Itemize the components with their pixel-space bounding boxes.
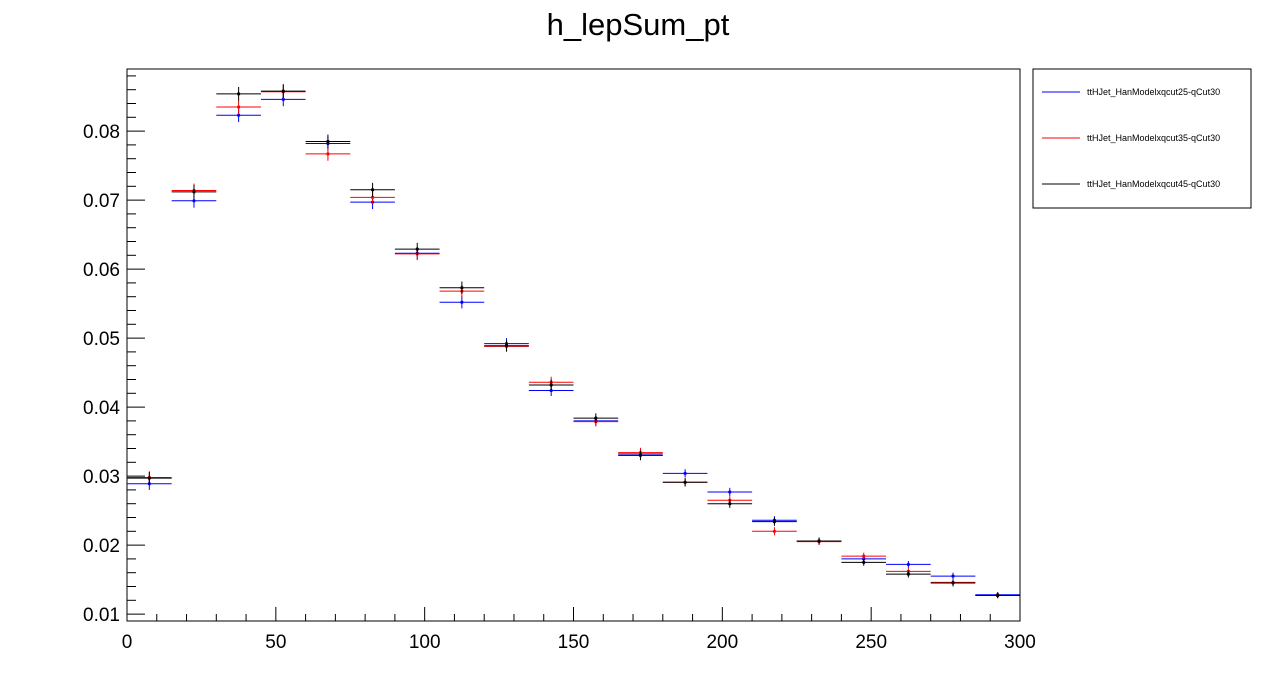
data-point — [147, 476, 151, 480]
legend-label: ttHJet_HanModelxqcut45-qCut30 — [1087, 179, 1220, 189]
data-point — [951, 574, 955, 578]
x-tick-label: 250 — [855, 632, 887, 653]
series-2 — [127, 84, 1020, 599]
legend-label: ttHJet_HanModelxqcut25-qCut30 — [1087, 87, 1220, 97]
data-point — [862, 554, 866, 558]
data-point — [237, 105, 241, 109]
y-tick-label: 0.08 — [83, 122, 120, 143]
data-point — [906, 572, 910, 576]
y-tick-label: 0.03 — [83, 467, 120, 488]
data-point — [817, 539, 821, 543]
data-point — [996, 593, 1000, 598]
plot-frame — [126, 68, 1021, 622]
axes: 0 50 100 150 200 250 300 0.01 0.02 0.03 0.04 0.05 0.… — [83, 75, 1036, 653]
data-point — [281, 97, 285, 101]
data-point — [638, 453, 643, 457]
data-point — [192, 199, 196, 203]
data-point — [237, 92, 241, 96]
data-point — [728, 502, 732, 506]
legend: ttHJet_HanModelxqcut25-qCut30 ttHJet_HanM… — [1032, 68, 1252, 209]
data-point — [772, 529, 777, 533]
x-tick-label: 300 — [1004, 632, 1036, 653]
legend-label: ttHJet_HanModelxqcut35-qCut30 — [1087, 133, 1220, 143]
y-tick-label: 0.05 — [83, 329, 120, 350]
y-tick-label: 0.06 — [83, 260, 120, 281]
data-point — [683, 471, 687, 475]
data-point — [683, 480, 687, 484]
data-point — [594, 416, 598, 420]
data-point — [326, 139, 330, 144]
x-tick-label: 50 — [265, 632, 286, 653]
y-tick-label: 0.02 — [83, 536, 120, 557]
data-point — [862, 560, 866, 564]
data-point — [460, 286, 464, 290]
y-tick-label: 0.04 — [83, 398, 120, 419]
data-point — [326, 152, 330, 156]
x-tick-label: 100 — [409, 632, 441, 653]
data-point — [728, 490, 732, 494]
data-point — [370, 188, 375, 192]
data-point — [460, 300, 464, 304]
data-point — [772, 520, 777, 524]
y-tick-label: 0.07 — [83, 191, 120, 212]
data-point — [237, 113, 241, 117]
data-layer — [127, 84, 1020, 599]
x-tick-label: 200 — [706, 632, 738, 653]
data-point — [281, 89, 285, 93]
data-point — [192, 190, 196, 194]
data-point — [549, 383, 553, 387]
data-point — [504, 344, 509, 348]
data-point — [951, 581, 955, 585]
data-point — [906, 562, 910, 567]
data-point — [415, 247, 419, 251]
x-tick-label: 0 — [122, 632, 133, 653]
series-3 — [127, 84, 1020, 599]
series-1 — [127, 92, 1020, 598]
y-tick-label: 0.01 — [83, 605, 120, 626]
data-point — [370, 195, 375, 199]
chart-title: h_lepSum_pt — [547, 7, 730, 42]
x-tick-label: 150 — [558, 632, 590, 653]
